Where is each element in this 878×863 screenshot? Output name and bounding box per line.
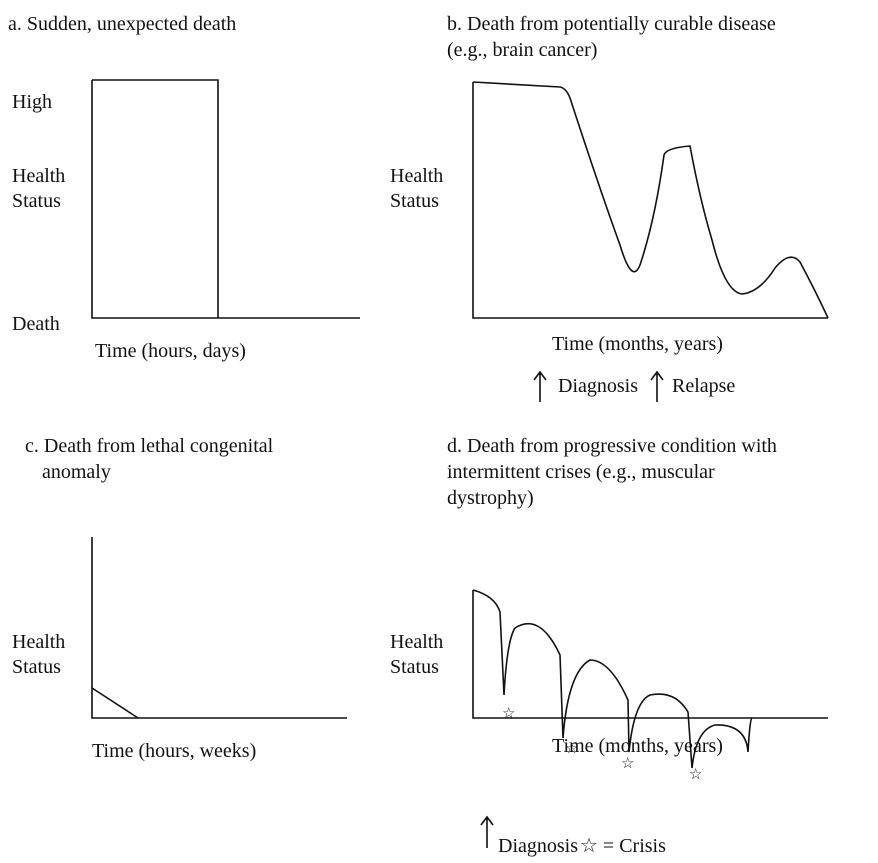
axes: [91, 537, 347, 719]
y-label: Status: [12, 190, 61, 212]
arrow: [533, 370, 547, 402]
x-label: Time (hours, days): [95, 340, 246, 362]
legend-label: ☆ = Crisis: [580, 835, 666, 857]
curve: [472, 81, 829, 319]
crisis-star: ☆: [621, 756, 634, 772]
legend-label: Relapse: [672, 375, 735, 397]
x-label: Time (months, years): [552, 333, 723, 355]
y-label: Status: [390, 656, 439, 678]
axes: [472, 82, 828, 319]
crisis-star: ☆: [689, 767, 702, 783]
y-label: Health: [390, 165, 443, 187]
y-label: Status: [390, 190, 439, 212]
x-label: Time (months, years): [552, 735, 723, 757]
y-label: Death: [12, 313, 60, 335]
crisis-star: ☆: [565, 741, 578, 757]
panel-title: dystrophy): [447, 487, 534, 509]
panel-b: b. Death from potentially curable diseas…: [390, 13, 829, 402]
panel-title: a. Sudden, unexpected death: [8, 13, 236, 35]
panel-a: a. Sudden, unexpected death High Health …: [8, 13, 360, 362]
legend-label: Diagnosis: [558, 375, 638, 397]
panel-c: c. Death from lethal congenital anomaly …: [12, 435, 347, 762]
x-label: Time (hours, weeks): [92, 740, 256, 762]
legend-label: Diagnosis: [498, 835, 578, 857]
arrow: [480, 815, 494, 848]
y-label: Health: [12, 165, 65, 187]
panel-title: d. Death from progressive condition with: [447, 435, 777, 457]
panel-title: c. Death from lethal congenital: [25, 435, 274, 457]
y-label: Status: [12, 656, 61, 678]
curve: [92, 79, 219, 318]
panel-title: intermittent crises (e.g., muscular: [447, 461, 715, 483]
axes: [472, 590, 828, 719]
panel-title: (e.g., brain cancer): [447, 39, 597, 61]
panel-title: b. Death from potentially curable diseas…: [447, 13, 776, 35]
axes: [91, 80, 360, 319]
y-label: Health: [12, 631, 65, 653]
arrow: [650, 370, 664, 402]
curve: [472, 589, 753, 769]
crisis-star: ☆: [502, 706, 515, 722]
y-label: High: [12, 91, 52, 113]
curve: [91, 687, 139, 719]
y-label: Health: [390, 631, 443, 653]
panel-d: d. Death from progressive condition with…: [390, 435, 828, 857]
panel-title: anomaly: [42, 461, 111, 483]
